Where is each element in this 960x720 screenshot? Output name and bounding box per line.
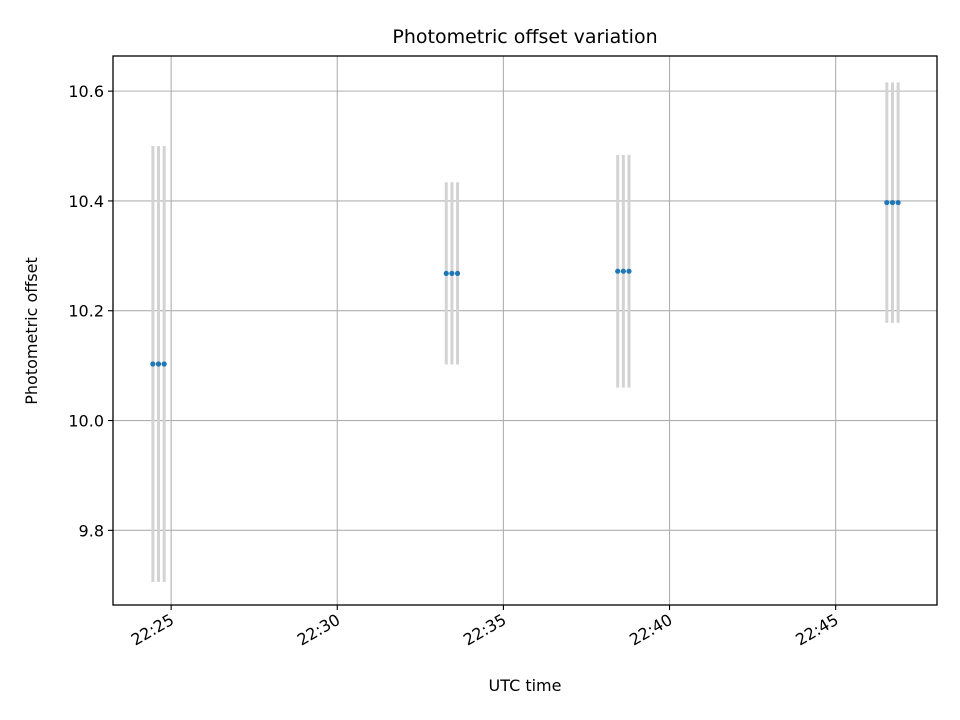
- data-point: [889, 199, 896, 206]
- data-point: [150, 361, 156, 367]
- x-axis-label: UTC time: [489, 676, 562, 695]
- data-point: [161, 361, 167, 367]
- data-point: [615, 268, 621, 274]
- data-point: [454, 270, 461, 277]
- plot-frame: [112, 55, 938, 606]
- data-point: [620, 268, 626, 274]
- data-point: [443, 270, 449, 277]
- data-point: [626, 268, 632, 274]
- data-point: [449, 270, 455, 277]
- y-tick-label: 10.6: [68, 82, 104, 101]
- data-point: [884, 199, 890, 206]
- y-tick-label: 9.8: [79, 521, 104, 540]
- y-axis-label: Photometric offset: [22, 257, 41, 405]
- y-tick-label: 10.0: [68, 412, 104, 431]
- y-axis: 9.8 10.0 10.2 10.4 10.6: [68, 82, 113, 540]
- chart-title: Photometric offset variation: [392, 26, 657, 48]
- y-tick-label: 10.2: [68, 302, 104, 321]
- grid: [113, 56, 937, 605]
- data-points: [150, 199, 901, 367]
- data-point: [895, 199, 901, 206]
- data-point: [155, 361, 162, 367]
- y-tick-label: 10.4: [68, 192, 104, 211]
